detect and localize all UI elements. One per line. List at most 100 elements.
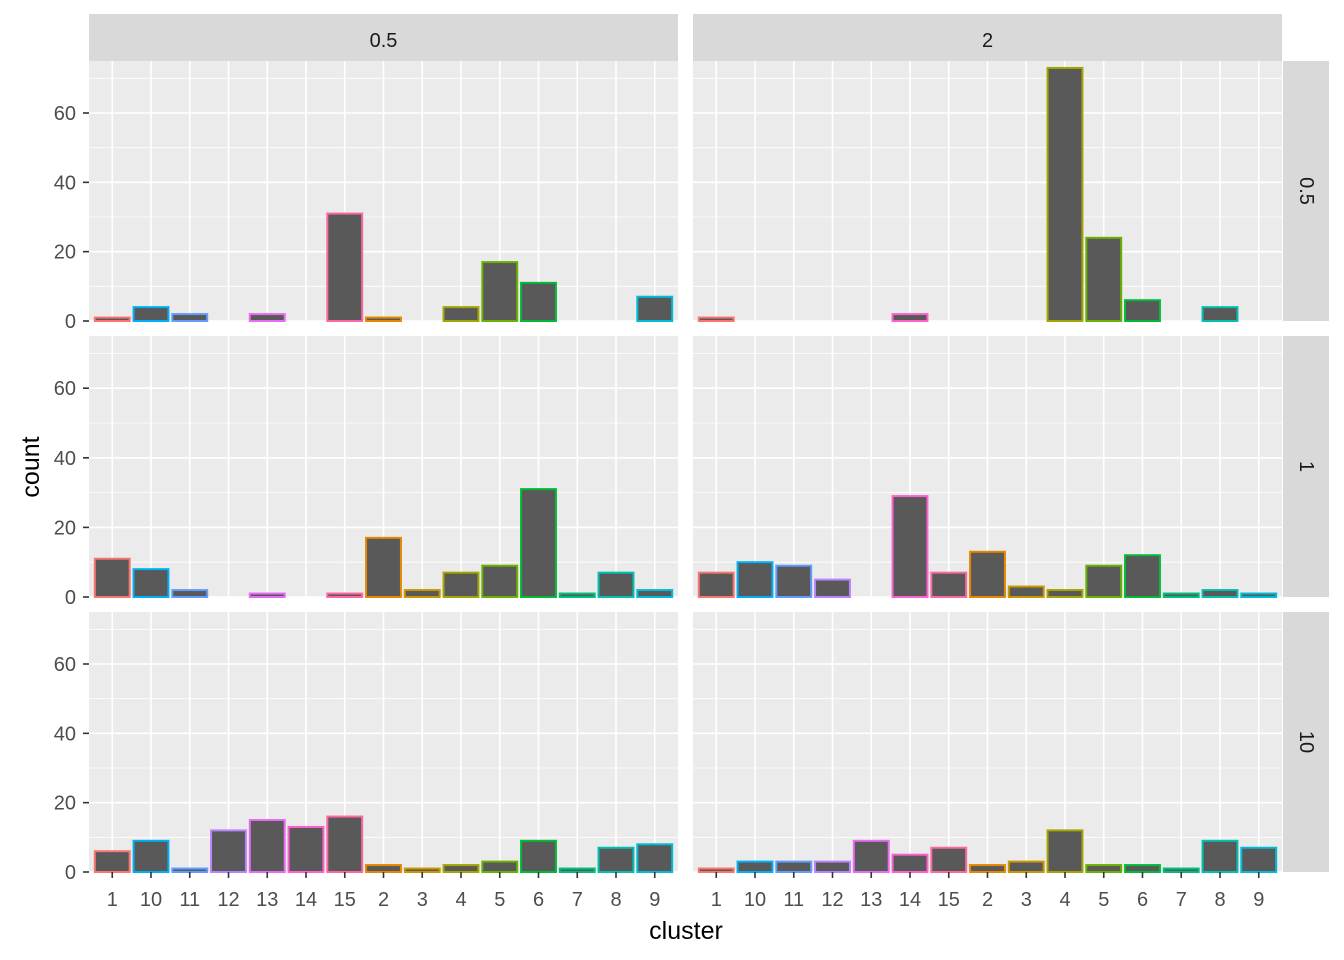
bar-0.5-2-cluster-4: [1046, 66, 1084, 322]
panel-0.5-0.5: [89, 61, 678, 323]
bar-1-0.5-cluster-6: [520, 488, 557, 598]
bar-10-2-cluster-11: [775, 860, 813, 873]
bar-10-0.5-cluster-2: [365, 864, 402, 873]
x-tick-label: 4: [455, 889, 466, 911]
y-tick-label: 60: [54, 378, 76, 400]
y-tick-label: 0: [65, 311, 76, 333]
x-tick-label: 9: [649, 889, 660, 911]
y-tick-label: 0: [65, 587, 76, 609]
row-strip-10: [1283, 612, 1329, 872]
bar-10-0.5-cluster-13: [248, 819, 286, 873]
bar-10-2-cluster-1: [697, 867, 735, 873]
x-tick-label: 6: [533, 889, 544, 911]
bar-10-2-cluster-15: [930, 846, 968, 874]
bar-10-2-cluster-13: [852, 839, 890, 873]
bar-10-2-cluster-3: [1007, 860, 1045, 873]
x-tick-label: 2: [378, 889, 389, 911]
x-tick-label: 8: [610, 889, 621, 911]
bar-1-2-cluster-8: [1201, 589, 1239, 598]
bar-10-0.5-cluster-14: [287, 825, 325, 874]
y-tick-label: 0: [65, 862, 76, 884]
x-tick-label: 4: [1059, 889, 1070, 911]
bar-1-2-cluster-6: [1124, 554, 1161, 598]
x-tick-label: 11: [783, 889, 804, 911]
panel-1-0.5: [89, 336, 678, 599]
bar-10-0.5-cluster-10: [132, 839, 170, 873]
column-strip-2: [693, 14, 1282, 61]
bar-10-0.5-cluster-9: [636, 843, 674, 873]
bar-1-2-cluster-12: [814, 578, 851, 598]
bar-1-2-cluster-1: [697, 571, 735, 599]
x-tick-label: 6: [1137, 889, 1148, 911]
y-tick-label: 60: [54, 103, 76, 125]
bar-1-2-cluster-14: [891, 495, 929, 598]
x-tick-label: 12: [217, 889, 239, 911]
x-tick-label: 5: [494, 889, 505, 911]
bar-0.5-0.5-cluster-11: [171, 313, 209, 323]
x-tick-label: 15: [334, 889, 356, 911]
x-tick-label: 10: [140, 889, 162, 911]
y-tick-label: 40: [54, 448, 76, 470]
bar-0.5-0.5-cluster-15: [326, 212, 364, 323]
bar-10-0.5-cluster-6: [520, 839, 557, 873]
row-strip-1: [1283, 336, 1329, 597]
y-axis-title: count: [17, 436, 45, 497]
bar-10-2-cluster-5: [1085, 864, 1123, 873]
bar-10-0.5-cluster-12: [210, 829, 247, 874]
bar-1-2-cluster-3: [1007, 585, 1045, 598]
x-tick-label: 8: [1214, 889, 1225, 911]
y-tick-label: 40: [54, 172, 76, 194]
x-tick-label: 7: [572, 889, 583, 911]
bar-10-2-cluster-12: [814, 860, 851, 873]
bar-1-0.5-cluster-7: [558, 592, 596, 599]
x-tick-label: 2: [982, 889, 993, 911]
y-tick-label: 20: [54, 517, 76, 539]
y-tick-label: 40: [54, 723, 76, 745]
bar-1-0.5-cluster-15: [326, 592, 364, 599]
x-tick-label: 13: [256, 889, 278, 911]
panel-0.5-2: [693, 61, 1282, 323]
bar-1-0.5-cluster-9: [636, 589, 674, 598]
x-axis-title: cluster: [649, 917, 723, 945]
bar-1-2-cluster-5: [1085, 564, 1123, 598]
row-strip-label: 0.5: [1295, 177, 1317, 205]
x-tick-label: 7: [1176, 889, 1187, 911]
bar-0.5-2-cluster-6: [1124, 299, 1161, 323]
bar-1-0.5-cluster-3: [403, 589, 441, 598]
bar-0.5-0.5-cluster-1: [93, 316, 131, 322]
bar-10-0.5-cluster-5: [481, 860, 519, 873]
bar-1-0.5-cluster-1: [93, 557, 131, 598]
x-tick-label: 3: [1021, 889, 1032, 911]
bar-0.5-0.5-cluster-10: [132, 306, 170, 322]
bar-10-0.5-cluster-8: [597, 846, 635, 874]
bar-10-0.5-cluster-7: [558, 867, 596, 873]
bar-10-2-cluster-9: [1240, 846, 1278, 874]
bar-0.5-0.5-cluster-5: [481, 261, 519, 323]
column-strip-0.5: [89, 14, 678, 61]
y-tick-label: 20: [54, 242, 76, 264]
bar-10-0.5-cluster-3: [403, 867, 441, 873]
bar-0.5-2-cluster-5: [1085, 236, 1123, 322]
bar-1-0.5-cluster-11: [171, 589, 209, 598]
bar-0.5-0.5-cluster-4: [442, 306, 480, 322]
bar-0.5-0.5-cluster-9: [636, 295, 674, 323]
bar-0.5-2-cluster-8: [1201, 306, 1239, 322]
x-tick-label: 13: [860, 889, 882, 911]
bar-1-0.5-cluster-2: [365, 536, 402, 599]
row-strip-label: 10: [1295, 731, 1317, 753]
x-tick-label: 11: [179, 889, 200, 911]
x-tick-label: 5: [1098, 889, 1109, 911]
x-tick-label: 9: [1253, 889, 1264, 911]
bar-1-2-cluster-7: [1162, 592, 1200, 599]
bar-1-2-cluster-4: [1046, 589, 1084, 598]
x-tick-label: 15: [938, 889, 960, 911]
bar-10-2-cluster-10: [736, 860, 774, 873]
bar-10-2-cluster-14: [891, 853, 929, 874]
column-strip-label: 0.5: [370, 30, 398, 52]
bar-1-0.5-cluster-5: [481, 564, 519, 598]
bar-10-0.5-cluster-4: [442, 864, 480, 873]
bar-1-2-cluster-2: [969, 550, 1006, 599]
bar-0.5-0.5-cluster-13: [248, 313, 286, 323]
